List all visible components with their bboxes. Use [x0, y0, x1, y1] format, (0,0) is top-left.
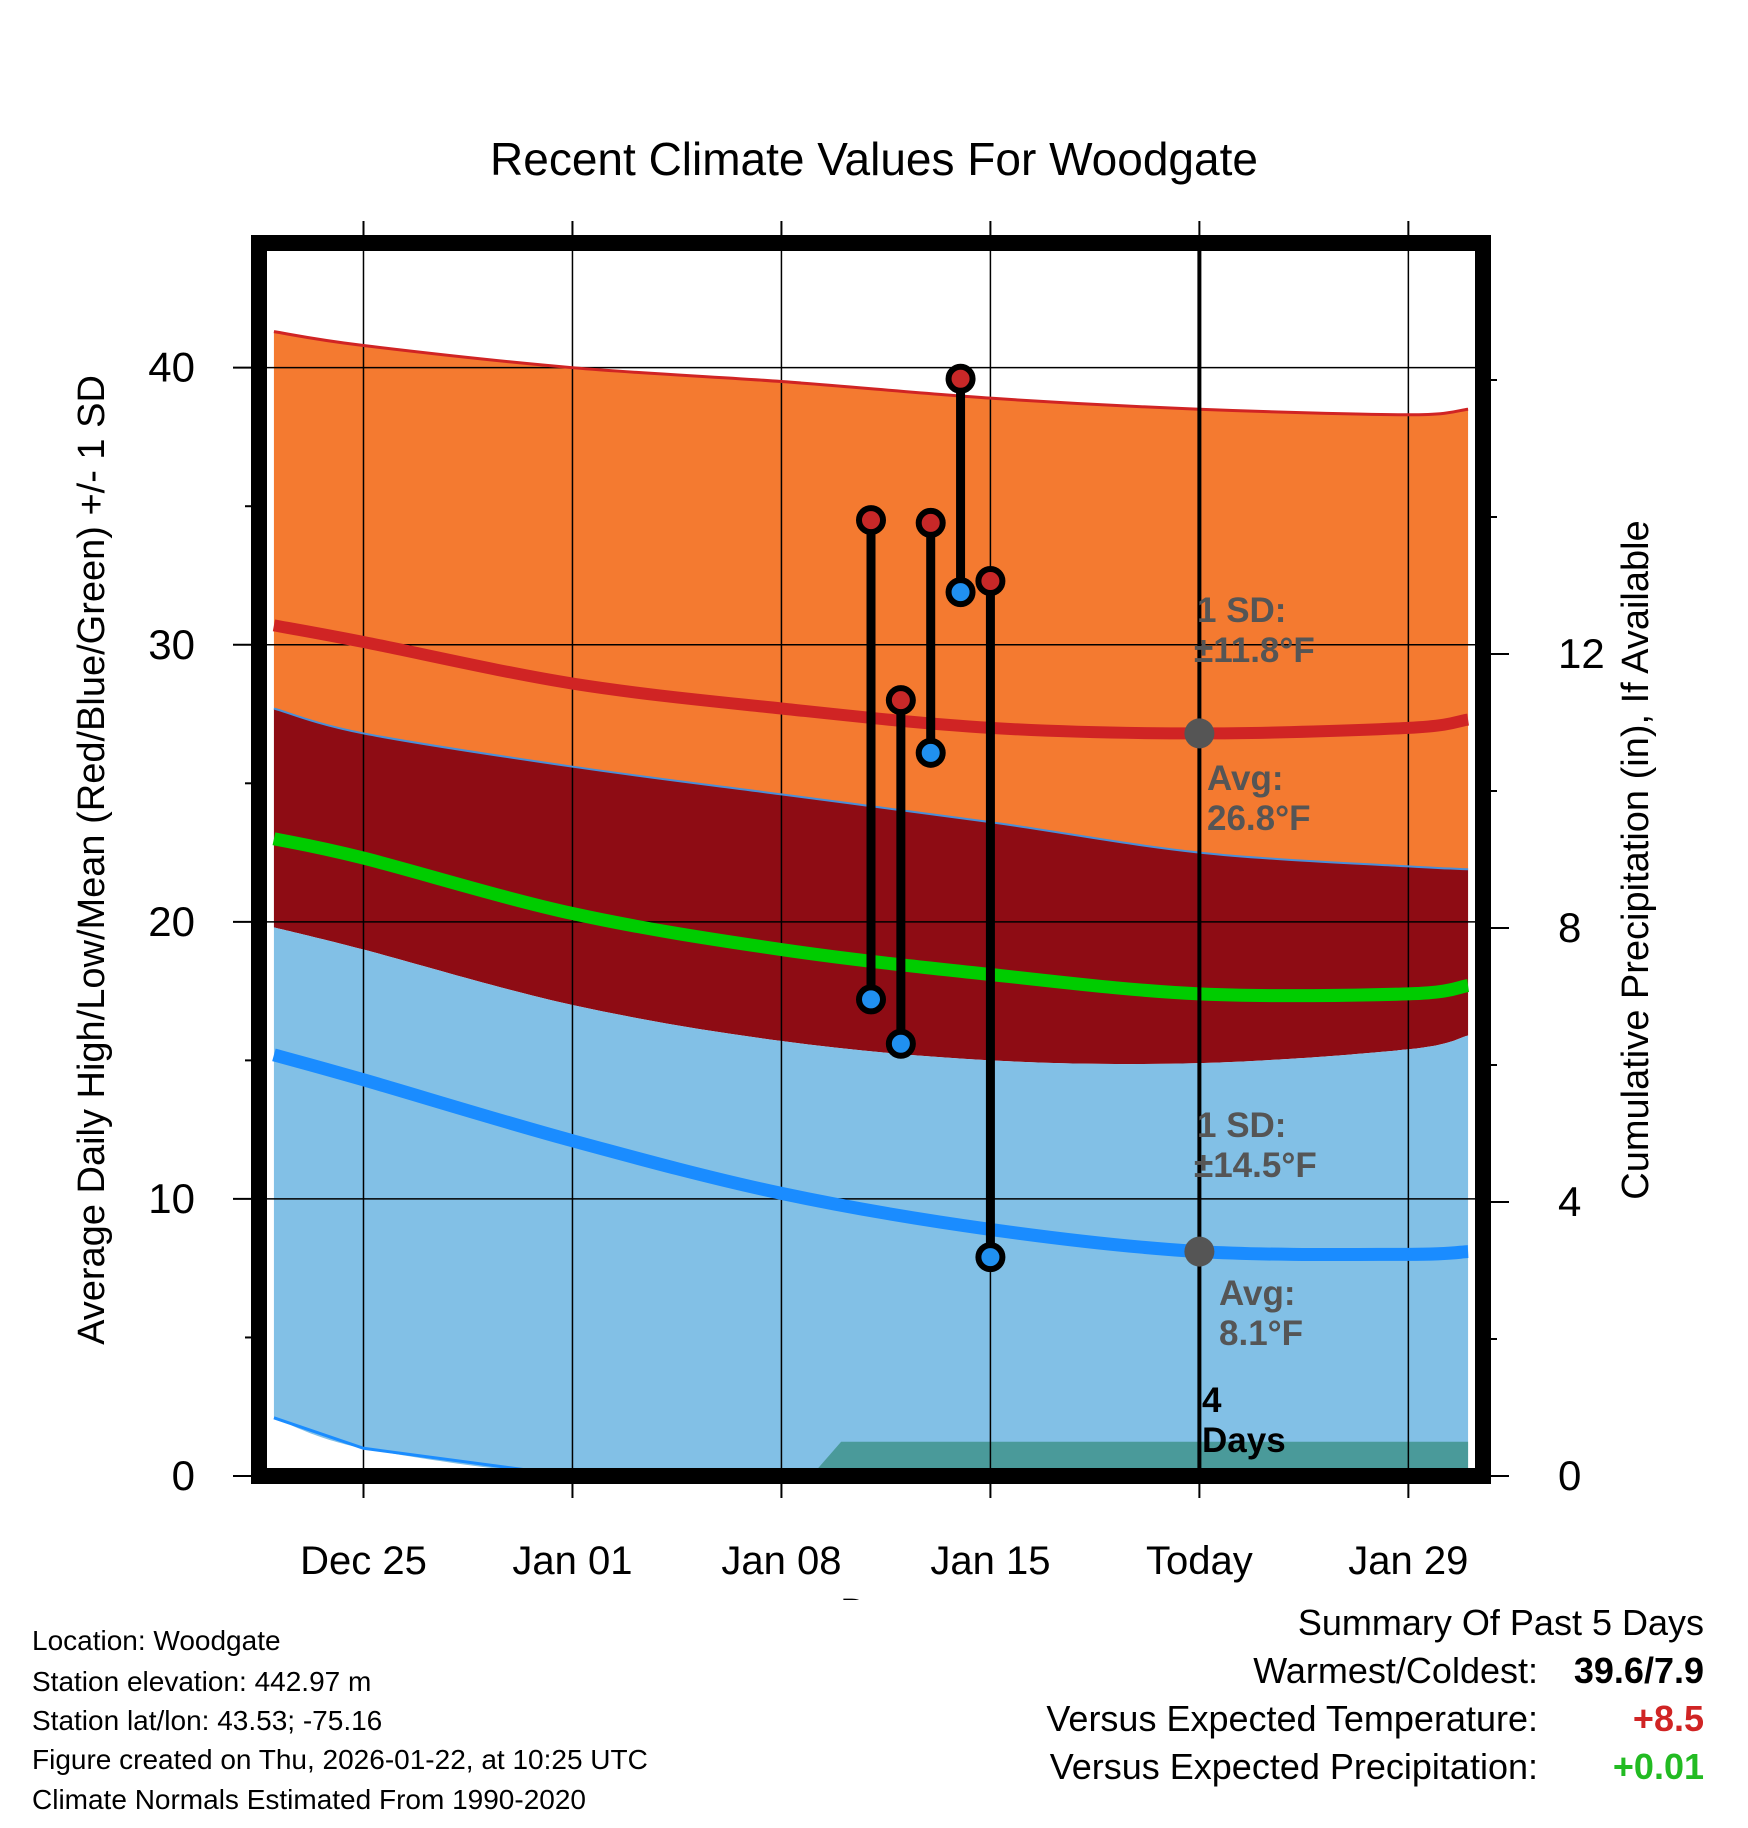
observed-low-dot [945, 577, 976, 608]
low-sd-value: ±14.5°F [1194, 1146, 1317, 1185]
observed-low-dot [915, 737, 946, 768]
y-tick-label: 10 [148, 1175, 195, 1222]
axes: Dec 25 Jan 01 Jan 08 Jan 15 Today Jan 29 0 10 20… [148, 221, 1605, 1583]
y-tick-label: 0 [172, 1452, 195, 1499]
low-lower-line [273, 1416, 573, 1476]
x-tick-label: Jan 01 [512, 1539, 632, 1583]
summary-precip-row: Versus Expected Precipitation: +0.01 [804, 1746, 1704, 1794]
high-avg-label: Avg: [1207, 759, 1283, 798]
y-axis-label: Average Daily High/Low/Mean (Red/Blue/Gr… [71, 375, 113, 1345]
today-low-dot [1184, 1236, 1215, 1267]
observed-high-dot [885, 685, 916, 716]
high-sd-value: ±11.8°F [1194, 631, 1315, 670]
x-tick-label: Dec 25 [300, 1539, 427, 1583]
y-tick-label: 20 [148, 898, 195, 945]
summary-panel: Summary Of Past 5 Days Warmest/Coldest: … [804, 1602, 1704, 1794]
normals-text: Climate Normals Estimated From 1990-2020 [32, 1784, 586, 1815]
location-text: Location: Woodgate [32, 1625, 281, 1656]
warmest-value: 39.6/7.9 [1573, 1650, 1704, 1691]
summary-title: Summary Of Past 5 Days [1297, 1602, 1704, 1643]
days-count: 4 [1202, 1381, 1222, 1420]
warmest-label: Warmest/Coldest: [1253, 1650, 1538, 1691]
summary-temp-row: Versus Expected Temperature: +8.5 [804, 1698, 1704, 1746]
x-tick-label: Jan 15 [930, 1539, 1050, 1583]
plot-frame [251, 235, 1491, 1484]
high-upper-line [273, 330, 1469, 417]
latlon-text: Station lat/lon: 43.53; -75.16 [32, 1705, 383, 1736]
precip-label: Versus Expected Precipitation: [1049, 1746, 1538, 1787]
observed-low-dot [856, 984, 886, 1015]
temp-value: +8.5 [1632, 1698, 1704, 1739]
temp-label: Versus Expected Temperature: [1046, 1698, 1538, 1739]
chart-title: Recent Climate Values For Woodgate [490, 133, 1258, 185]
precip-normal-area [273, 1441, 1469, 1476]
today-high-dot [1184, 718, 1215, 749]
x-axis-label: Day [840, 1592, 908, 1600]
observed-low-dot [975, 1242, 1006, 1273]
high-sd-label: 1 SD: [1197, 591, 1286, 630]
observed-high-dot [915, 507, 946, 538]
x-tick-label: Today [1146, 1539, 1253, 1583]
y2-tick-label: 8 [1558, 904, 1581, 951]
created-text: Figure created on Thu, 2026-01-22, at 10… [32, 1744, 648, 1775]
summary-warmest-row: Warmest/Coldest: 39.6/7.9 [804, 1650, 1704, 1698]
y2-tick-label: 0 [1558, 1452, 1581, 1499]
y2-tick-label: 12 [1558, 630, 1605, 677]
x-tick-label: Jan 29 [1348, 1539, 1468, 1583]
precip-value: +0.01 [1612, 1746, 1704, 1787]
low-mean-line [272, 1048, 1469, 1262]
y2-tick-label: 4 [1558, 1178, 1581, 1225]
y-tick-label: 40 [148, 344, 195, 391]
low-avg-label: Avg: [1219, 1274, 1295, 1313]
y2-axis-label: Cumulative Precipitation (in), If Availa… [1615, 520, 1657, 1199]
observed-high-dot [975, 566, 1006, 597]
today-marker [1184, 243, 1215, 1476]
observed-values [856, 363, 1006, 1273]
observed-high-dot [945, 363, 976, 394]
high-avg-value: 26.8°F [1207, 799, 1311, 838]
observed-high-dot [856, 505, 886, 536]
climate-chart: Recent Climate Values For Woodgate 1 SD:… [71, 133, 1657, 1600]
x-tick-label: Jan 08 [721, 1539, 841, 1583]
observed-low-dot [885, 1028, 916, 1059]
days-word: Days [1202, 1421, 1286, 1460]
elevation-text: Station elevation: 442.97 m [32, 1666, 372, 1697]
y-tick-label: 30 [148, 621, 195, 668]
low-sd-label: 1 SD: [1197, 1106, 1286, 1145]
low-avg-value: 8.1°F [1219, 1314, 1303, 1353]
